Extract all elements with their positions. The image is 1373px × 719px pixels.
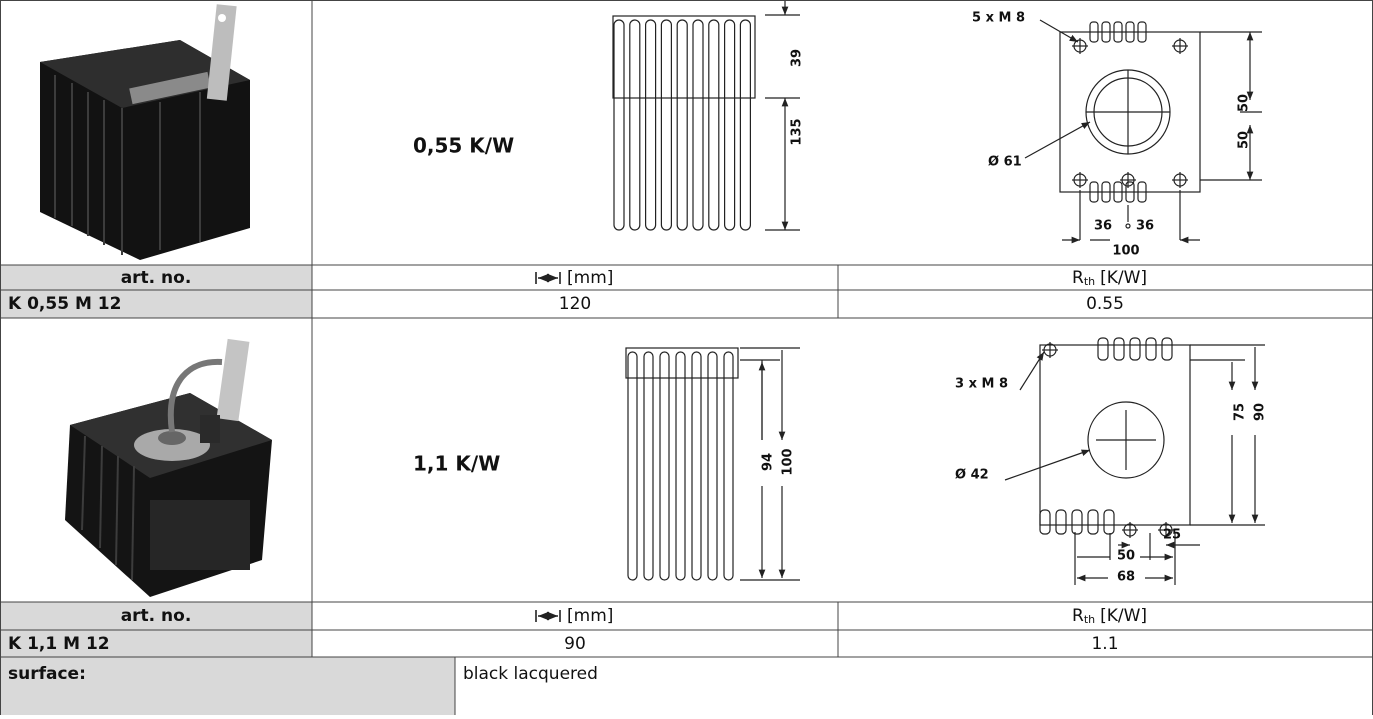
drawing-rect [659, 351, 670, 581]
drawing-rect [676, 19, 688, 231]
technical-drawings [612, 0, 1265, 585]
length-value: 90 [564, 634, 586, 654]
photo-heatsink-2 [65, 338, 272, 597]
dimension: 90 [1253, 403, 1268, 421]
drawing-rect [1055, 509, 1067, 535]
drawing-rect [723, 19, 736, 231]
drawing-rect [675, 351, 686, 581]
dimension: 135 [790, 118, 805, 145]
length-icon [535, 610, 561, 622]
dimension: 68 [1117, 570, 1135, 585]
rth-subscript: th [1084, 275, 1095, 288]
dimension: 50 [1237, 131, 1252, 149]
drawing-rect [1161, 337, 1173, 361]
gray-cells [0, 265, 455, 715]
length-icon [535, 272, 561, 284]
dimension: 25 [1163, 528, 1181, 543]
dimension: 39 [790, 49, 805, 67]
rth-unit: [K/W] [1100, 606, 1147, 626]
photo-heatsink-1 [40, 4, 250, 260]
drawing-rect [691, 351, 702, 581]
drawing-rect [1103, 509, 1115, 535]
drawing-rect [612, 15, 756, 99]
art-no: K 1,1 M 12 [8, 634, 110, 654]
drawing-rect [660, 19, 673, 231]
dimension: 94 [761, 453, 776, 471]
surface-value: black lacquered [463, 664, 598, 684]
drawing-rect [627, 351, 638, 581]
rth-symbol: R [1072, 268, 1084, 288]
dimension: 50 [1237, 94, 1252, 112]
header-art-no: art. no. [121, 268, 192, 288]
drawing-rect [1145, 337, 1157, 361]
rth-subscript: th [1084, 613, 1095, 626]
header-length: [mm] [567, 606, 613, 626]
drawing-rect [644, 19, 657, 231]
drawing-rect [739, 19, 752, 231]
dimension: Ø 61 [988, 155, 1022, 170]
drawing-rect [1039, 509, 1051, 535]
drawing-circle [1087, 401, 1165, 479]
drawing-rect [707, 351, 718, 581]
drawing-rect [692, 19, 704, 231]
dimension: Ø 42 [955, 468, 989, 483]
drawing-line [1024, 121, 1091, 159]
drawing-rect [625, 347, 739, 379]
drawing-rect [1089, 181, 1099, 203]
rth-symbol: R [1072, 606, 1084, 626]
drawing-rect [1039, 344, 1191, 526]
header-length: [mm] [567, 268, 613, 288]
drawing-rect [1071, 509, 1083, 535]
drawing-rect [1087, 509, 1099, 535]
header-rth: Rth [K/W] [1072, 606, 1147, 626]
length-value: 120 [559, 294, 591, 314]
rth-value: 1.1 [1091, 634, 1118, 654]
dimension: 36 [1094, 219, 1112, 234]
drawing-rect [613, 19, 625, 231]
drawing-rect [1125, 21, 1135, 43]
drawing-rect [1137, 21, 1147, 43]
dimension: 100 [781, 448, 796, 475]
dimension: 100 [1112, 244, 1139, 259]
dimension: 36 [1136, 219, 1154, 234]
drawing-line [1019, 351, 1045, 391]
drawing-rect [1101, 21, 1111, 43]
drawing-rect [1097, 337, 1109, 361]
drawing-rect [629, 19, 641, 231]
drawing-rect [1101, 181, 1111, 203]
rth-value: 0.55 [1086, 294, 1124, 314]
drawing-rect [1113, 337, 1125, 361]
drawing-rect [1129, 337, 1141, 361]
rth-unit: [K/W] [1100, 268, 1147, 288]
header-rth: Rth [K/W] [1072, 268, 1147, 288]
drawing-rect [1113, 181, 1123, 203]
drawing-line [1004, 449, 1091, 481]
dimension: 50 [1117, 549, 1135, 564]
drawing-rect [708, 19, 720, 231]
drawing-rect [1137, 181, 1147, 203]
drawing-line [1039, 19, 1079, 43]
drawing-rect [1059, 31, 1201, 193]
drawing-circle [1125, 223, 1131, 229]
drawing-rect [1113, 21, 1123, 43]
header-art-no: art. no. [121, 606, 192, 626]
drawing-rect [1125, 181, 1135, 203]
dimension: 75 [1233, 403, 1248, 421]
drawing-rect [1089, 21, 1099, 43]
dimension: 5 x M 8 [972, 11, 1025, 26]
drawing-rect [723, 351, 734, 581]
art-no: K 0,55 M 12 [8, 294, 121, 314]
dimension: 3 x M 8 [955, 377, 1008, 392]
rating: 1,1 K/W [413, 452, 500, 476]
surface-label: surface: [8, 664, 86, 684]
rating: 0,55 K/W [413, 134, 514, 158]
drawing-rect [643, 351, 654, 581]
